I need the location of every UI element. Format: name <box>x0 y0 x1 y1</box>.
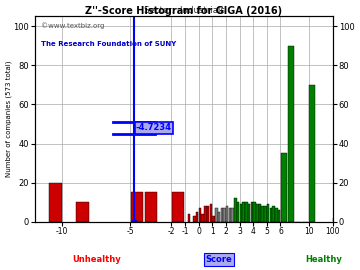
Bar <box>261 206 264 222</box>
Bar <box>196 212 198 222</box>
Bar <box>221 208 223 222</box>
Text: The Research Foundation of SUNY: The Research Foundation of SUNY <box>41 41 176 47</box>
Bar <box>223 208 226 222</box>
Bar <box>172 193 184 222</box>
Bar <box>76 202 89 222</box>
Text: Unhealthy: Unhealthy <box>72 255 121 264</box>
Bar <box>131 193 143 222</box>
Bar <box>240 204 242 222</box>
Bar <box>245 202 248 222</box>
Bar <box>144 193 157 222</box>
Bar <box>207 206 210 222</box>
Bar <box>242 202 245 222</box>
Text: ©www.textbiz.org: ©www.textbiz.org <box>41 22 104 29</box>
Bar <box>264 206 267 222</box>
Bar <box>281 153 287 222</box>
Bar <box>256 204 258 222</box>
Bar <box>229 208 231 222</box>
Text: Sector:  Industrials: Sector: Industrials <box>144 6 224 15</box>
Bar <box>288 46 294 222</box>
Text: Healthy: Healthy <box>305 255 342 264</box>
Bar <box>199 208 201 222</box>
Bar <box>231 208 234 222</box>
Bar <box>212 216 215 222</box>
Bar <box>267 204 269 222</box>
Bar <box>273 206 275 222</box>
Bar <box>226 206 229 222</box>
Bar <box>278 210 280 222</box>
Bar <box>218 212 220 222</box>
Bar <box>253 202 256 222</box>
Bar <box>251 202 253 222</box>
Bar <box>237 202 239 222</box>
Bar <box>259 204 261 222</box>
Bar <box>49 183 62 222</box>
Bar <box>234 198 237 222</box>
Bar <box>309 85 315 222</box>
Bar <box>248 204 250 222</box>
Text: Score: Score <box>206 255 233 264</box>
Bar <box>275 208 278 222</box>
Title: Z''-Score Histogram for GIGA (2016): Z''-Score Histogram for GIGA (2016) <box>85 6 283 16</box>
Bar <box>210 204 212 222</box>
Bar <box>204 206 207 222</box>
Bar <box>215 208 217 222</box>
Bar <box>201 214 204 222</box>
Bar <box>193 216 196 222</box>
Bar <box>188 214 190 222</box>
Y-axis label: Number of companies (573 total): Number of companies (573 total) <box>5 61 12 177</box>
Text: -4.7234: -4.7234 <box>136 123 172 132</box>
Bar <box>270 208 272 222</box>
